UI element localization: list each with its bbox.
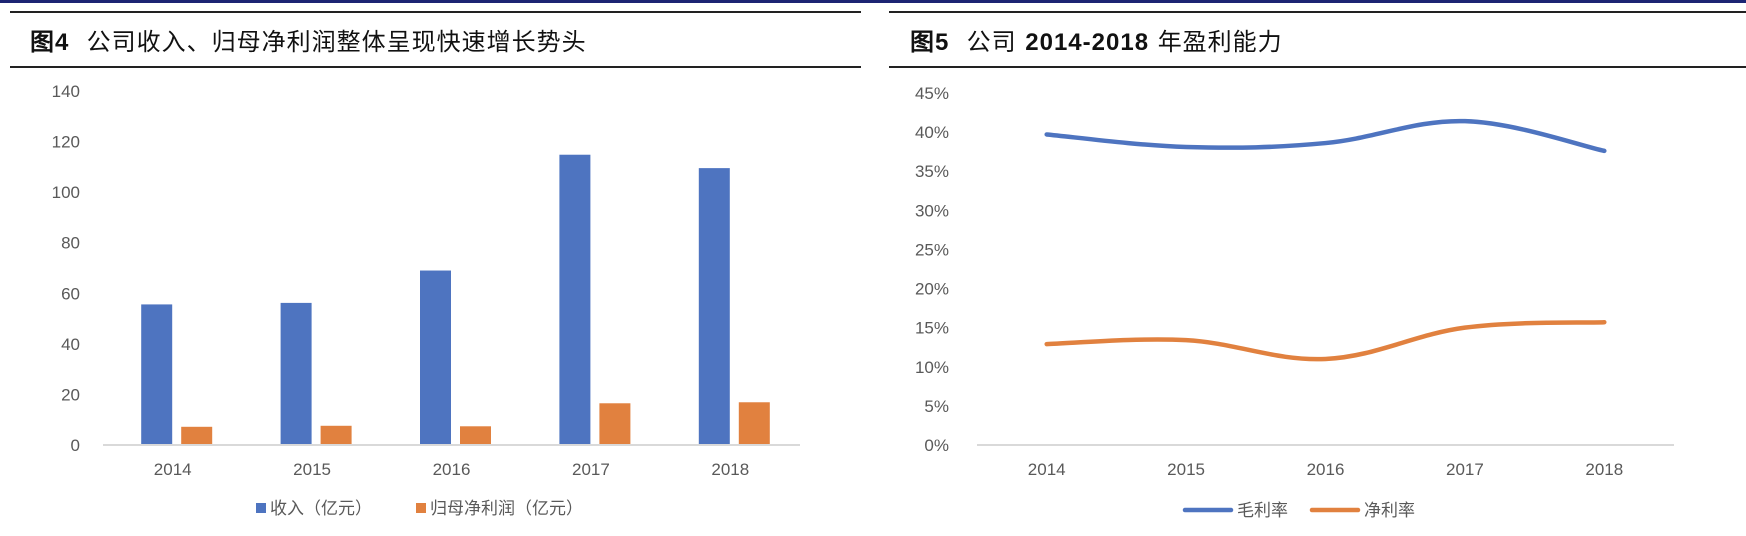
y-tick-label: 45% — [915, 84, 949, 103]
figure-5-title: 图5 公司 2014-2018 年盈利能力 — [910, 22, 1283, 57]
net-margin-line — [1044, 319, 1607, 362]
y-tick-label: 15% — [915, 319, 949, 338]
y-tick-label: 80 — [61, 234, 80, 253]
x-tick-label: 2016 — [1307, 460, 1345, 479]
legend: 毛利率 净利率 — [1182, 501, 1415, 520]
revenue-bar — [420, 270, 451, 445]
bar-chart: 0 20 40 60 80 100 120 140 2014 2015 2016 2017 2018 收入… — [52, 82, 800, 518]
figure-title-suffix: 年盈利能力 — [1157, 28, 1283, 56]
net-profit-bar — [181, 426, 213, 445]
y-tick-label: 0 — [71, 436, 80, 455]
y-tick-label: 35% — [915, 162, 949, 181]
net-profit-bar — [460, 426, 491, 445]
title-top-rule — [10, 11, 861, 13]
y-tick-label: 20% — [915, 280, 949, 299]
y-tick-label: 20 — [61, 385, 80, 404]
figure-number: 图5 — [910, 29, 950, 56]
x-tick-label: 2017 — [572, 460, 610, 479]
x-tick-label: 2018 — [1585, 460, 1623, 479]
title-bottom-rule — [10, 66, 861, 68]
y-tick-label: 140 — [52, 82, 80, 101]
legend-swatch — [416, 503, 426, 513]
gross-margin-line — [1044, 118, 1607, 154]
net-profit-bar — [599, 403, 631, 445]
x-tick-label: 2014 — [154, 460, 192, 479]
header-bar — [0, 0, 1746, 3]
figure-4-panel: 图4 公司收入、归母净利润整体呈现快速增长势头 0 20 40 60 80 100 120 1… — [0, 0, 870, 536]
revenue-bar — [280, 302, 312, 445]
figure-title-prefix: 公司 — [966, 28, 1017, 56]
figure-5-panel: 图5 公司 2014-2018 年盈利能力 0% 5% 10% 15% 20% 25% 30… — [870, 0, 1746, 536]
revenue-bar — [559, 154, 591, 445]
y-tick-label: 30% — [915, 201, 949, 220]
revenue-bar — [698, 168, 730, 445]
figure-title-text: 公司收入、归母净利润整体呈现快速增长势头 — [86, 28, 587, 56]
legend-label: 收入（亿元） — [270, 499, 372, 518]
x-tick-label: 2015 — [293, 460, 331, 479]
legend-swatch — [256, 503, 266, 513]
y-tick-label: 25% — [915, 240, 949, 259]
legend-label: 毛利率 — [1237, 501, 1288, 520]
figure-4-title: 图4 公司收入、归母净利润整体呈现快速增长势头 — [30, 22, 587, 57]
y-tick-label: 40% — [915, 123, 949, 142]
x-tick-label: 2017 — [1446, 460, 1484, 479]
y-tick-label: 10% — [915, 358, 949, 377]
figure-number: 图4 — [30, 29, 70, 56]
y-tick-label: 100 — [52, 183, 80, 202]
figure-title-years: 2014-2018 — [1025, 29, 1150, 56]
x-tick-label: 2016 — [433, 460, 471, 479]
x-tick-label: 2018 — [711, 460, 749, 479]
net-profit-bar — [738, 402, 770, 445]
legend-label: 归母净利润（亿元） — [430, 499, 583, 518]
x-tick-label: 2014 — [1028, 460, 1066, 479]
legend: 收入（亿元） 归母净利润（亿元） — [256, 499, 583, 518]
y-tick-label: 0% — [924, 436, 949, 455]
revenue-bar — [141, 304, 173, 445]
x-tick-label: 2015 — [1167, 460, 1205, 479]
y-tick-label: 60 — [61, 284, 80, 303]
y-tick-label: 5% — [924, 397, 949, 416]
line-chart: 0% 5% 10% 15% 20% 25% 30% 35% 40% 45% 2014 2015 2016… — [915, 84, 1674, 520]
legend-label: 净利率 — [1364, 501, 1415, 520]
title-bottom-rule — [889, 66, 1746, 68]
y-tick-label: 40 — [61, 335, 80, 354]
net-profit-bar — [320, 425, 352, 445]
y-tick-label: 120 — [52, 133, 80, 152]
title-top-rule — [889, 11, 1746, 13]
